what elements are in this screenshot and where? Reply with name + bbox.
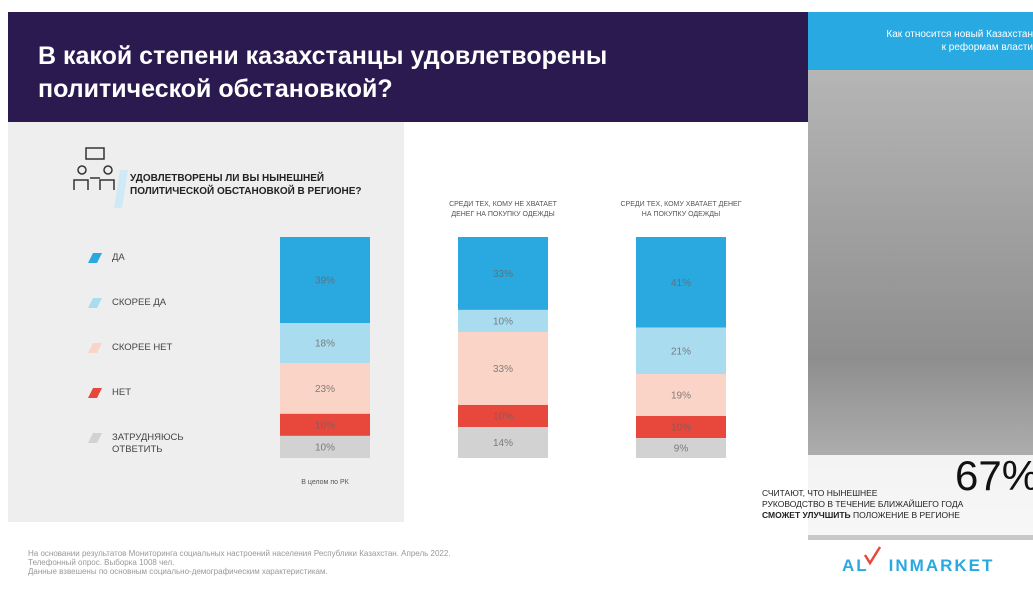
value-label: 33% bbox=[493, 269, 513, 280]
legend-marker bbox=[88, 343, 102, 353]
legend-label: СКОРЕЕ НЕТ bbox=[112, 342, 173, 353]
legend-marker bbox=[88, 298, 102, 308]
category-label: СРЕДИ ТЕХ, КОМУ НЕ ХВАТАЕТ ДЕНЕГ НА ПОКУ… bbox=[449, 201, 557, 218]
footnote-line: Данные взвешены по основным социально-де… bbox=[28, 567, 328, 576]
title: В какой степени казахстанцы удовлетворен… bbox=[38, 40, 607, 106]
title-line: политической обстановкой? bbox=[38, 75, 393, 103]
bar-segment bbox=[636, 416, 726, 439]
footnote-line: На основании результатов Мониторинга соц… bbox=[28, 549, 451, 558]
value-label: 18% bbox=[315, 339, 335, 350]
bar-segment bbox=[280, 237, 370, 324]
logo-check bbox=[863, 546, 882, 566]
value-label: 10% bbox=[315, 442, 335, 453]
bar-segment bbox=[280, 323, 370, 363]
question: УДОВЛЕТВОРЕНЫ ЛИ ВЫ НЫНЕШНЕЙ ПОЛИТИЧЕСКО… bbox=[130, 173, 362, 197]
value-label: 23% bbox=[315, 384, 335, 395]
bar-segment bbox=[280, 413, 370, 436]
heading-line: Как относится новый Казахстан bbox=[886, 29, 1033, 40]
legend-label: НЕТ bbox=[112, 387, 131, 398]
bar-segment bbox=[458, 237, 548, 310]
bar-segment bbox=[636, 438, 726, 458]
icon bbox=[73, 147, 115, 190]
statement-line: РУКОВОДСТВО В ТЕЧЕНИЕ БЛИЖАЙШЕГО ГОДА bbox=[762, 499, 964, 509]
accent bbox=[114, 170, 128, 208]
value-label: 39% bbox=[315, 276, 335, 287]
statement-line: СМОЖЕТ УЛУЧШИТЬ ПОЛОЖЕНИЕ В РЕГИОНЕ bbox=[762, 510, 963, 521]
legend-label: ДА bbox=[112, 252, 125, 263]
bar-segment bbox=[636, 237, 726, 328]
value-label: 19% bbox=[671, 391, 691, 402]
logo-box bbox=[808, 540, 1033, 591]
logo-left: AL bbox=[842, 556, 869, 575]
value-label: 33% bbox=[493, 364, 513, 375]
sidebar-heading: Как относится новый Казахстан к реформам … bbox=[808, 28, 1033, 68]
footnote-line: Телефонный опрос. Выборка 1008 чел. bbox=[28, 558, 175, 567]
bar-segment bbox=[636, 327, 726, 375]
logo: AL INMARKET bbox=[842, 556, 994, 576]
legend-marker bbox=[88, 433, 102, 443]
value-label: 10% bbox=[671, 423, 691, 434]
statement-line: СЧИТАЮТ, ЧТО НЫНЕШНЕЕ bbox=[762, 488, 878, 498]
highlight: 67% bbox=[955, 452, 1033, 499]
stat-box bbox=[755, 455, 1033, 535]
header bbox=[8, 12, 808, 122]
value-label: 41% bbox=[671, 278, 691, 289]
value-label: 10% bbox=[493, 316, 513, 327]
sidebar-header bbox=[808, 12, 1033, 70]
value-label: 21% bbox=[671, 346, 691, 357]
legend-marker bbox=[88, 253, 102, 263]
category-label: СРЕДИ ТЕХ, КОМУ ХВАТАЕТ ДЕНЕГ НА ПОКУПКУ… bbox=[620, 201, 742, 218]
bar-segment bbox=[280, 362, 370, 414]
bar-segment bbox=[280, 435, 370, 458]
legend-label: СКОРЕЕ ДА bbox=[112, 297, 167, 308]
category-label: В целом по РК bbox=[301, 479, 349, 486]
value-label: 10% bbox=[315, 420, 335, 431]
statement-bold: СМОЖЕТ УЛУЧШИТЬ bbox=[762, 510, 851, 520]
value-label: 9% bbox=[674, 444, 689, 455]
legend-marker bbox=[88, 388, 102, 398]
value-label: 10% bbox=[493, 412, 513, 423]
heading-line: к реформам власти bbox=[941, 42, 1033, 53]
statement-rest: ПОЛОЖЕНИЕ В РЕГИОНЕ bbox=[853, 510, 960, 520]
title-line: В какой степени казахстанцы удовлетворен… bbox=[38, 42, 608, 70]
bar-segment bbox=[636, 374, 726, 417]
legend-label: ЗАТРУДНЯЮСЬ ОТВЕТИТЬ bbox=[112, 432, 184, 455]
statement: СЧИТАЮТ, ЧТО НЫНЕШНЕЕ РУКОВОДСТВО В ТЕЧЕН… bbox=[762, 488, 963, 521]
bar-segment bbox=[458, 404, 548, 428]
footnote: На основании результатов Мониторинга соц… bbox=[28, 549, 451, 576]
bar-segment bbox=[458, 309, 548, 333]
value-label: 14% bbox=[493, 438, 513, 449]
logo-right: INMARKET bbox=[888, 556, 995, 575]
bar-segment bbox=[458, 332, 548, 405]
bar-segment bbox=[458, 427, 548, 458]
